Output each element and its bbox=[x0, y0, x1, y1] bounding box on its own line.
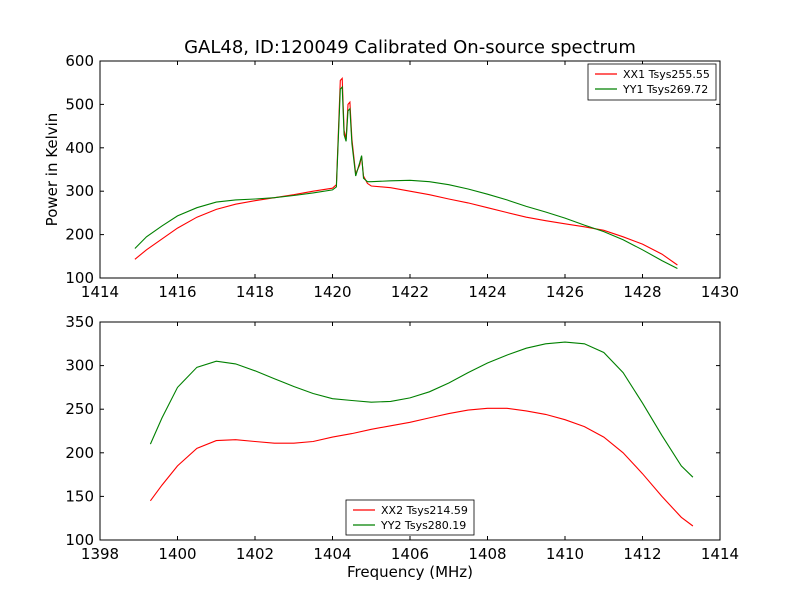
x-tick-label: 1424 bbox=[468, 283, 506, 301]
x-tick-label: 1400 bbox=[158, 545, 196, 563]
series-line-2-1 bbox=[149, 407, 694, 527]
y-tick-label: 250 bbox=[65, 400, 94, 418]
x-tick-label: 1402 bbox=[236, 545, 274, 563]
legend-label: YY2 Tsys280.19 bbox=[380, 519, 466, 532]
chart-title: GAL48, ID:120049 Calibrated On-source sp… bbox=[184, 37, 636, 58]
legend-label: XX2 Tsys214.59 bbox=[381, 504, 468, 517]
x-tick-label: 1426 bbox=[546, 283, 584, 301]
legend-box bbox=[587, 63, 717, 101]
y-tick-label: 500 bbox=[65, 95, 94, 113]
y-tick-label: 350 bbox=[65, 313, 94, 331]
bottom-panel: 1398 1400 1402 1404 1406 1408 1410 1412 1414 100 1… bbox=[65, 313, 739, 581]
series-line-1-1 bbox=[134, 77, 678, 266]
x-tick-label: 1404 bbox=[313, 545, 351, 563]
x-tick-label: 1408 bbox=[468, 545, 506, 563]
y-tick-label: 200 bbox=[65, 444, 94, 462]
x-tick-label: 1410 bbox=[546, 545, 584, 563]
legend-label: XX1 Tsys255.55 bbox=[623, 68, 710, 81]
series-line-1-2 bbox=[134, 85, 678, 269]
x-tick-label: 1414 bbox=[81, 283, 119, 301]
x-tick-label: 1412 bbox=[623, 545, 661, 563]
top-panel: 1414 1416 1418 1420 1422 1424 1426 1428 1430 100 2… bbox=[43, 52, 739, 301]
y-tick-label: 400 bbox=[65, 139, 94, 157]
x-tick-label: 1428 bbox=[623, 283, 661, 301]
y-tick-label: 300 bbox=[65, 182, 94, 200]
y-tick-label: 300 bbox=[65, 357, 94, 375]
x-tick-label: 1422 bbox=[391, 283, 429, 301]
x-tick-label: 1414 bbox=[701, 545, 739, 563]
x-tick-label: 1420 bbox=[313, 283, 351, 301]
series-line-2-2 bbox=[149, 341, 694, 478]
y-tick-label: 600 bbox=[65, 52, 94, 70]
y-tick-label: 100 bbox=[65, 269, 94, 287]
x-tick-label: 1430 bbox=[701, 283, 739, 301]
x-tick-label: 1398 bbox=[81, 545, 119, 563]
legend-box bbox=[345, 499, 475, 536]
y-tick-label: 100 bbox=[65, 531, 94, 549]
x-tick-label: 1416 bbox=[158, 283, 196, 301]
x-tick-label: 1418 bbox=[236, 283, 274, 301]
x-tick-label: 1406 bbox=[391, 545, 429, 563]
y-axis-label: Power in Kelvin bbox=[43, 113, 61, 227]
x-axis-label: Frequency (MHz) bbox=[347, 563, 473, 581]
y-tick-label: 150 bbox=[65, 487, 94, 505]
legend-label: YY1 Tsys269.72 bbox=[622, 83, 708, 96]
y-tick-label: 200 bbox=[65, 226, 94, 244]
